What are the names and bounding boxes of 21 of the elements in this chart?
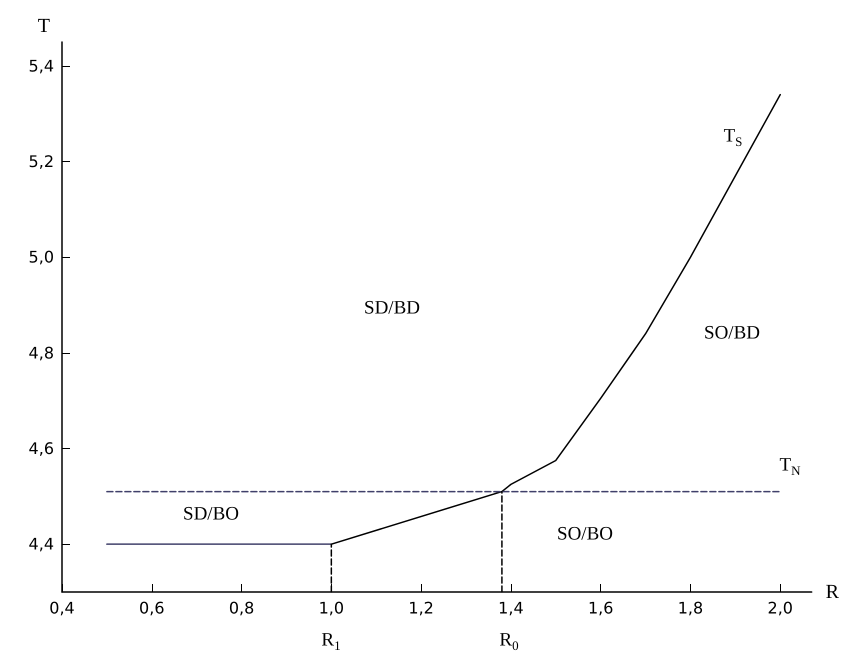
x-tick-label: 2,0 — [768, 598, 793, 618]
x-tick-label: 1,6 — [588, 598, 614, 618]
x-tick-label: 0,4 — [49, 598, 75, 618]
y-tick-label: 4,4 — [28, 534, 54, 554]
annotation: SO/BD — [704, 322, 760, 344]
y-tick-label: 5,2 — [28, 152, 54, 172]
x-tick-label: 0,8 — [228, 598, 254, 618]
y-tick-label: 4,6 — [28, 439, 54, 458]
x-tick-label: 1,8 — [678, 598, 704, 618]
x-tick-label: 0,6 — [139, 598, 165, 618]
y-tick-label: 4,8 — [28, 343, 54, 362]
y-axis-title: T — [38, 15, 50, 37]
x-tick-label: 1,0 — [318, 598, 344, 618]
y-tick-label: 5,4 — [28, 56, 54, 76]
y-tick-label: 5,0 — [28, 248, 54, 267]
x-tick-label: 1,2 — [408, 598, 434, 618]
annotation: SD/BO — [183, 504, 239, 524]
x-tick-label: 1,4 — [498, 598, 524, 618]
x-axis-title: R — [826, 581, 840, 603]
annotation: SO/BO — [557, 524, 613, 544]
annotation: SD/BD — [364, 298, 420, 318]
